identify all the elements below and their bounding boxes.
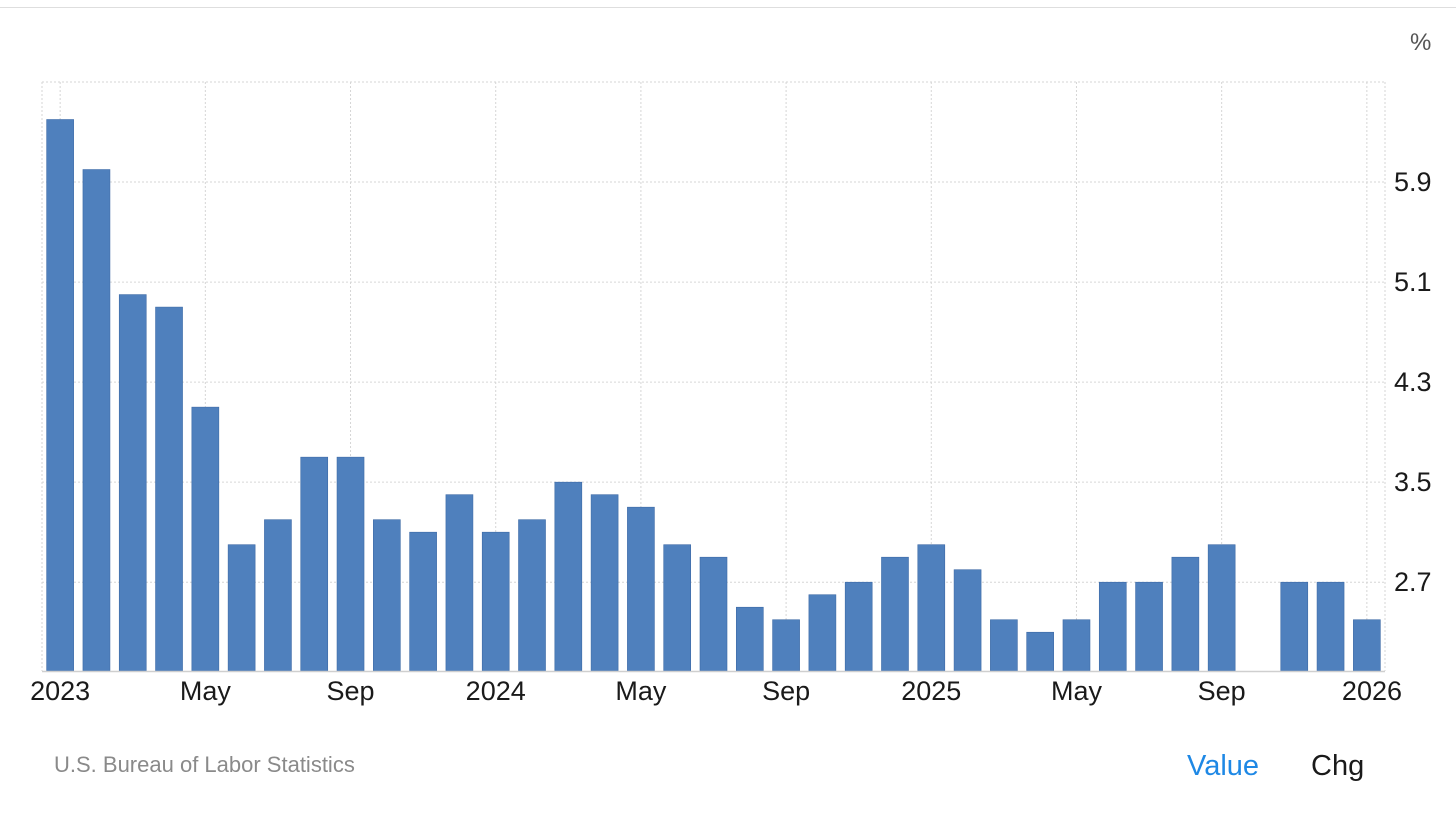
bar bbox=[518, 519, 546, 672]
bar bbox=[627, 506, 655, 672]
bar bbox=[663, 544, 692, 672]
bar bbox=[1316, 581, 1345, 672]
bar bbox=[772, 619, 800, 672]
bar bbox=[445, 494, 474, 672]
chg-toggle[interactable]: Chg bbox=[1311, 750, 1365, 782]
top-divider bbox=[0, 7, 1456, 8]
bar bbox=[46, 119, 74, 672]
x-tick-label: 2024 bbox=[466, 676, 526, 706]
bar bbox=[1280, 581, 1309, 672]
bar bbox=[735, 606, 764, 672]
x-tick-label: 2026 bbox=[1342, 676, 1402, 706]
value-toggle[interactable]: Value bbox=[1187, 750, 1260, 782]
bar bbox=[118, 294, 147, 672]
bar bbox=[917, 544, 946, 672]
bar bbox=[953, 569, 982, 672]
y-axis-labels: 2.7 3.5 4.3 5.1 5.9 bbox=[1394, 167, 1432, 597]
unit-label: % bbox=[1410, 29, 1431, 56]
bar bbox=[699, 556, 728, 672]
bar bbox=[300, 456, 329, 672]
source-label: U.S. Bureau of Labor Statistics bbox=[54, 752, 355, 777]
y-tick-label: 5.9 bbox=[1394, 167, 1432, 197]
x-tick-label: Sep bbox=[1198, 676, 1246, 706]
bar bbox=[336, 456, 365, 672]
bar bbox=[191, 406, 220, 672]
bar bbox=[1171, 556, 1200, 672]
bar bbox=[481, 531, 510, 672]
x-tick-label: May bbox=[615, 676, 667, 706]
bar bbox=[990, 619, 1018, 672]
bar bbox=[373, 519, 401, 672]
bar bbox=[227, 544, 256, 672]
x-tick-label: Sep bbox=[762, 676, 810, 706]
bar-chart: 2023 May Sep 2024 May Sep 2025 May Sep 2026 2.7 3.… bbox=[30, 29, 1432, 706]
bar bbox=[554, 481, 583, 672]
bar bbox=[1026, 631, 1054, 672]
bar bbox=[409, 531, 437, 672]
bar bbox=[1135, 581, 1163, 672]
bar bbox=[881, 556, 909, 672]
x-tick-label: 2025 bbox=[901, 676, 961, 706]
bar bbox=[1098, 581, 1127, 672]
x-tick-label: May bbox=[180, 676, 232, 706]
x-tick-label: May bbox=[1051, 676, 1103, 706]
y-tick-label: 3.5 bbox=[1394, 467, 1432, 497]
x-axis-labels: 2023 May Sep 2024 May Sep 2025 May Sep 2026 bbox=[30, 676, 1402, 706]
bars bbox=[46, 119, 1381, 672]
bar bbox=[82, 169, 111, 672]
bar bbox=[808, 594, 837, 672]
bar bbox=[264, 519, 292, 672]
y-tick-label: 5.1 bbox=[1394, 267, 1432, 297]
y-tick-label: 4.3 bbox=[1394, 367, 1432, 397]
bar bbox=[844, 581, 873, 672]
bar bbox=[1353, 619, 1381, 672]
bar bbox=[1207, 544, 1236, 672]
bar bbox=[590, 494, 619, 672]
bar bbox=[1062, 619, 1091, 672]
x-tick-label: 2023 bbox=[30, 676, 90, 706]
x-tick-label: Sep bbox=[327, 676, 375, 706]
bar bbox=[155, 306, 183, 672]
y-tick-label: 2.7 bbox=[1394, 567, 1432, 597]
